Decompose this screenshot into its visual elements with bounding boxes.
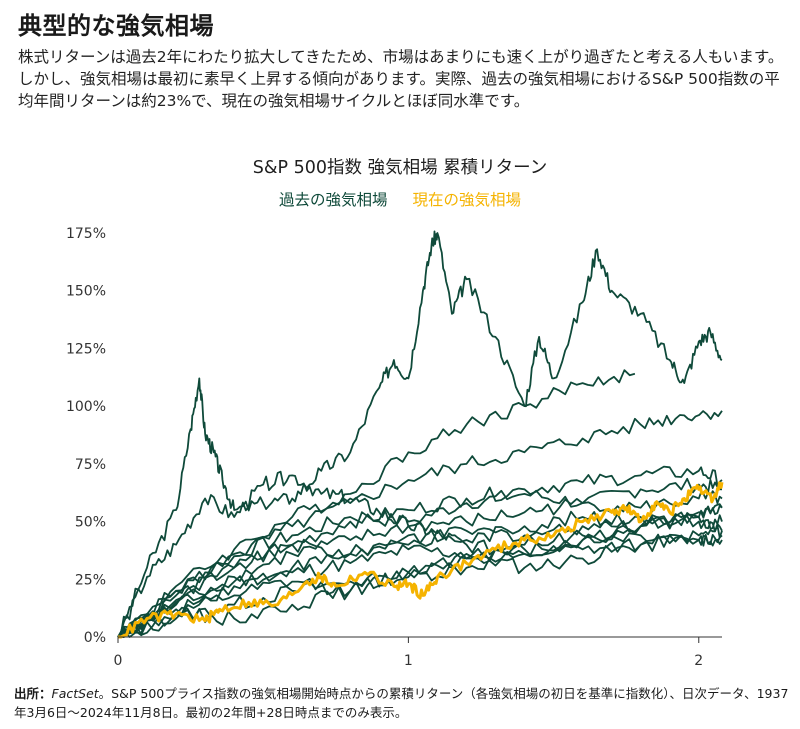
y-tick-label: 100% [66,399,106,415]
y-tick-label: 75% [75,457,106,473]
source-label: 出所： [14,686,52,701]
x-axis-ticks [117,637,700,643]
source-name: FactSet [51,686,99,701]
y-tick-label: 150% [66,284,106,300]
page-title: 典型的な強気相場 [18,12,214,40]
x-tick-label: 2 [694,653,703,669]
historical-bull-market-line [118,513,723,638]
historical-bull-market-line [117,470,723,638]
y-tick-label: 50% [75,515,106,531]
y-tick-label: 125% [66,341,106,357]
historical-bull-market-line [117,477,723,638]
historical-bull-market-line [118,504,723,638]
x-axis-tick-labels: 0 1 2 [114,653,704,669]
series-group [117,230,724,639]
y-axis-tick-labels: 0% 25% 50% 75% 100% 125% 150% 175% [66,226,106,646]
y-tick-label: 0% [84,630,106,646]
historical-bull-market-line [117,230,723,638]
x-tick-label: 1 [404,653,413,669]
legend-current: 現在の強気相場 [412,191,521,209]
chart-title: S&P 500指数 強気相場 累積リターン [252,158,548,178]
chart-legend: 過去の強気相場 現在の強気相場 [0,188,800,210]
legend-historical: 過去の強気相場 [279,191,388,209]
source-text: 。S&P 500プライス指数の強気相場開始時点からの累積リターン（各強気相場の初… [14,686,789,720]
current-bull-market-line [118,481,724,639]
y-tick-label: 175% [66,226,106,242]
historical-bull-market-line [117,524,723,638]
intro-paragraph: 株式リターンは過去2年にわたり拡大してきたため、市場はあまりにも速く上がり過ぎた… [18,48,784,110]
x-tick-label: 0 [114,653,123,669]
historical-bull-market-line [118,369,636,638]
y-tick-label: 25% [75,572,106,588]
historical-bull-market-line [117,532,723,638]
cumulative-return-chart: 0% 25% 50% 75% 100% 125% 150% 175% 0 1 2 [66,226,724,669]
historical-bull-market-line [117,465,723,638]
source-note: 出所：FactSet。S&P 500プライス指数の強気相場開始時点からの累積リタ… [14,684,794,722]
